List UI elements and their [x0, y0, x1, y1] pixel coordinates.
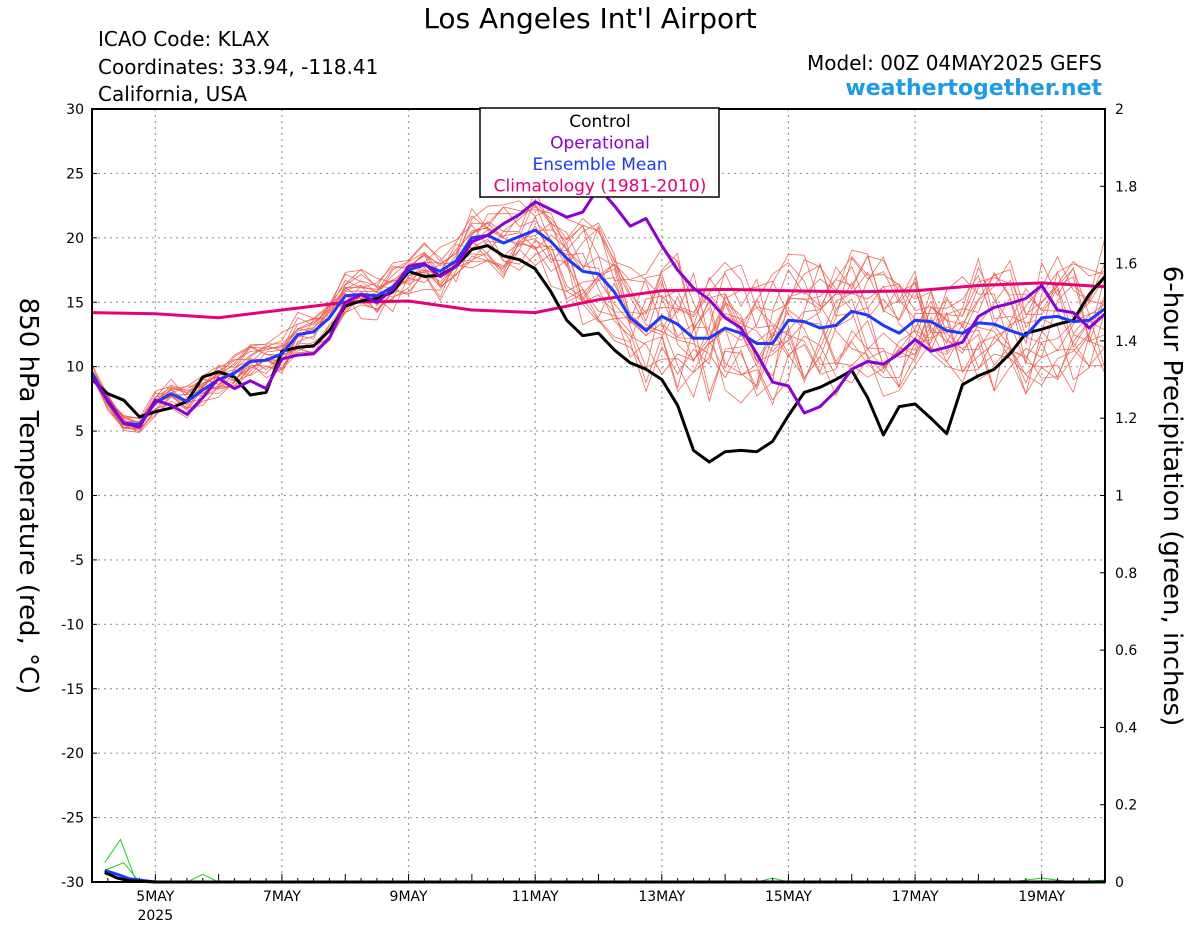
x-tick-label: 17MAY — [892, 889, 939, 905]
y-tick-label: -30 — [61, 875, 84, 891]
control-line — [90, 244, 1107, 464]
y2-tick-label: 0.4 — [1115, 720, 1137, 736]
y-tick-label: 10 — [66, 360, 84, 376]
ensemble-member-line — [91, 189, 1106, 427]
x-tick-label: 9MAY — [390, 889, 428, 905]
y-tick-label: 5 — [75, 424, 84, 440]
x-tick-label: 15MAY — [765, 889, 812, 905]
region: California, USA — [98, 82, 248, 106]
x-tick-label: 5MAY — [136, 889, 174, 905]
y-tick-label: 25 — [66, 166, 84, 182]
ensemble-members — [91, 189, 1106, 433]
y2-tick-label: 2 — [1115, 102, 1124, 118]
coordinates: Coordinates: 33.94, -118.41 — [98, 55, 379, 79]
climatology-1981-2010-line — [91, 281, 1106, 320]
ensemble-member-line — [91, 200, 1106, 429]
ensemble-member-line — [91, 224, 1106, 424]
ensemble-member-line — [91, 227, 1106, 427]
legend-item: Control — [569, 112, 630, 132]
axes: 302520151050-5-10-15-20-25-3021.81.61.41… — [61, 102, 1137, 924]
ensemble-member-line — [91, 225, 1106, 429]
ensemble-mean-line — [90, 228, 1106, 427]
chart-title: Los Angeles Int'l Airport — [423, 2, 757, 35]
y-tick-label: -25 — [61, 811, 84, 827]
grid — [92, 109, 1105, 882]
ensemble-member-line — [91, 222, 1106, 429]
icao-code: ICAO Code: KLAX — [98, 27, 270, 51]
ensemble-member-line — [91, 215, 1106, 431]
y-tick-label: -15 — [61, 682, 84, 698]
y2-tick-label: 0 — [1115, 875, 1124, 891]
legend-item: Ensemble Mean — [532, 155, 667, 175]
y2-tick-label: 1.4 — [1115, 334, 1137, 350]
y2-tick-label: 1.6 — [1115, 257, 1137, 273]
y-tick-label: 0 — [75, 489, 84, 505]
ensemble-member-line — [91, 203, 1106, 433]
x-tick-label: 13MAY — [638, 889, 685, 905]
precip-control-line — [104, 870, 1105, 884]
precip-layer — [104, 838, 1106, 884]
ensemble-member-line — [91, 199, 1106, 429]
y-tick-label: 20 — [66, 231, 84, 247]
model-run: Model: 00Z 04MAY2025 GEFS — [807, 51, 1102, 75]
legend-item: Climatology (1981-2010) — [494, 177, 707, 197]
y-tick-label: -20 — [61, 746, 84, 762]
x-tick-label: 7MAY — [263, 889, 301, 905]
y2-tick-label: 1.8 — [1115, 179, 1137, 195]
ensemble-member-line — [91, 206, 1106, 424]
y-tick-label: -5 — [70, 553, 84, 569]
x-tick-sublabel: 2025 — [137, 908, 173, 924]
x-tick-label: 19MAY — [1018, 889, 1065, 905]
y2-tick-label: 0.8 — [1115, 566, 1137, 582]
ensemble-member-line — [91, 225, 1106, 419]
y-tick-label: 15 — [66, 295, 84, 311]
precip-mean-line — [104, 868, 1105, 884]
site-link[interactable]: weathertogether.net — [845, 76, 1102, 101]
y-tick-label: 30 — [66, 102, 84, 118]
x-tick-label: 11MAY — [512, 889, 559, 905]
precip-member-line — [104, 838, 1105, 883]
legend-item: Operational — [550, 134, 650, 154]
y2-tick-label: 1.2 — [1115, 411, 1137, 427]
y2-tick-label: 0.6 — [1115, 643, 1137, 659]
legend-box — [479, 107, 720, 198]
y-tick-label: -10 — [61, 617, 84, 633]
y2-tick-label: 1 — [1115, 489, 1124, 505]
y2-tick-label: 0.2 — [1115, 798, 1137, 814]
precip-member-line — [104, 862, 1105, 883]
